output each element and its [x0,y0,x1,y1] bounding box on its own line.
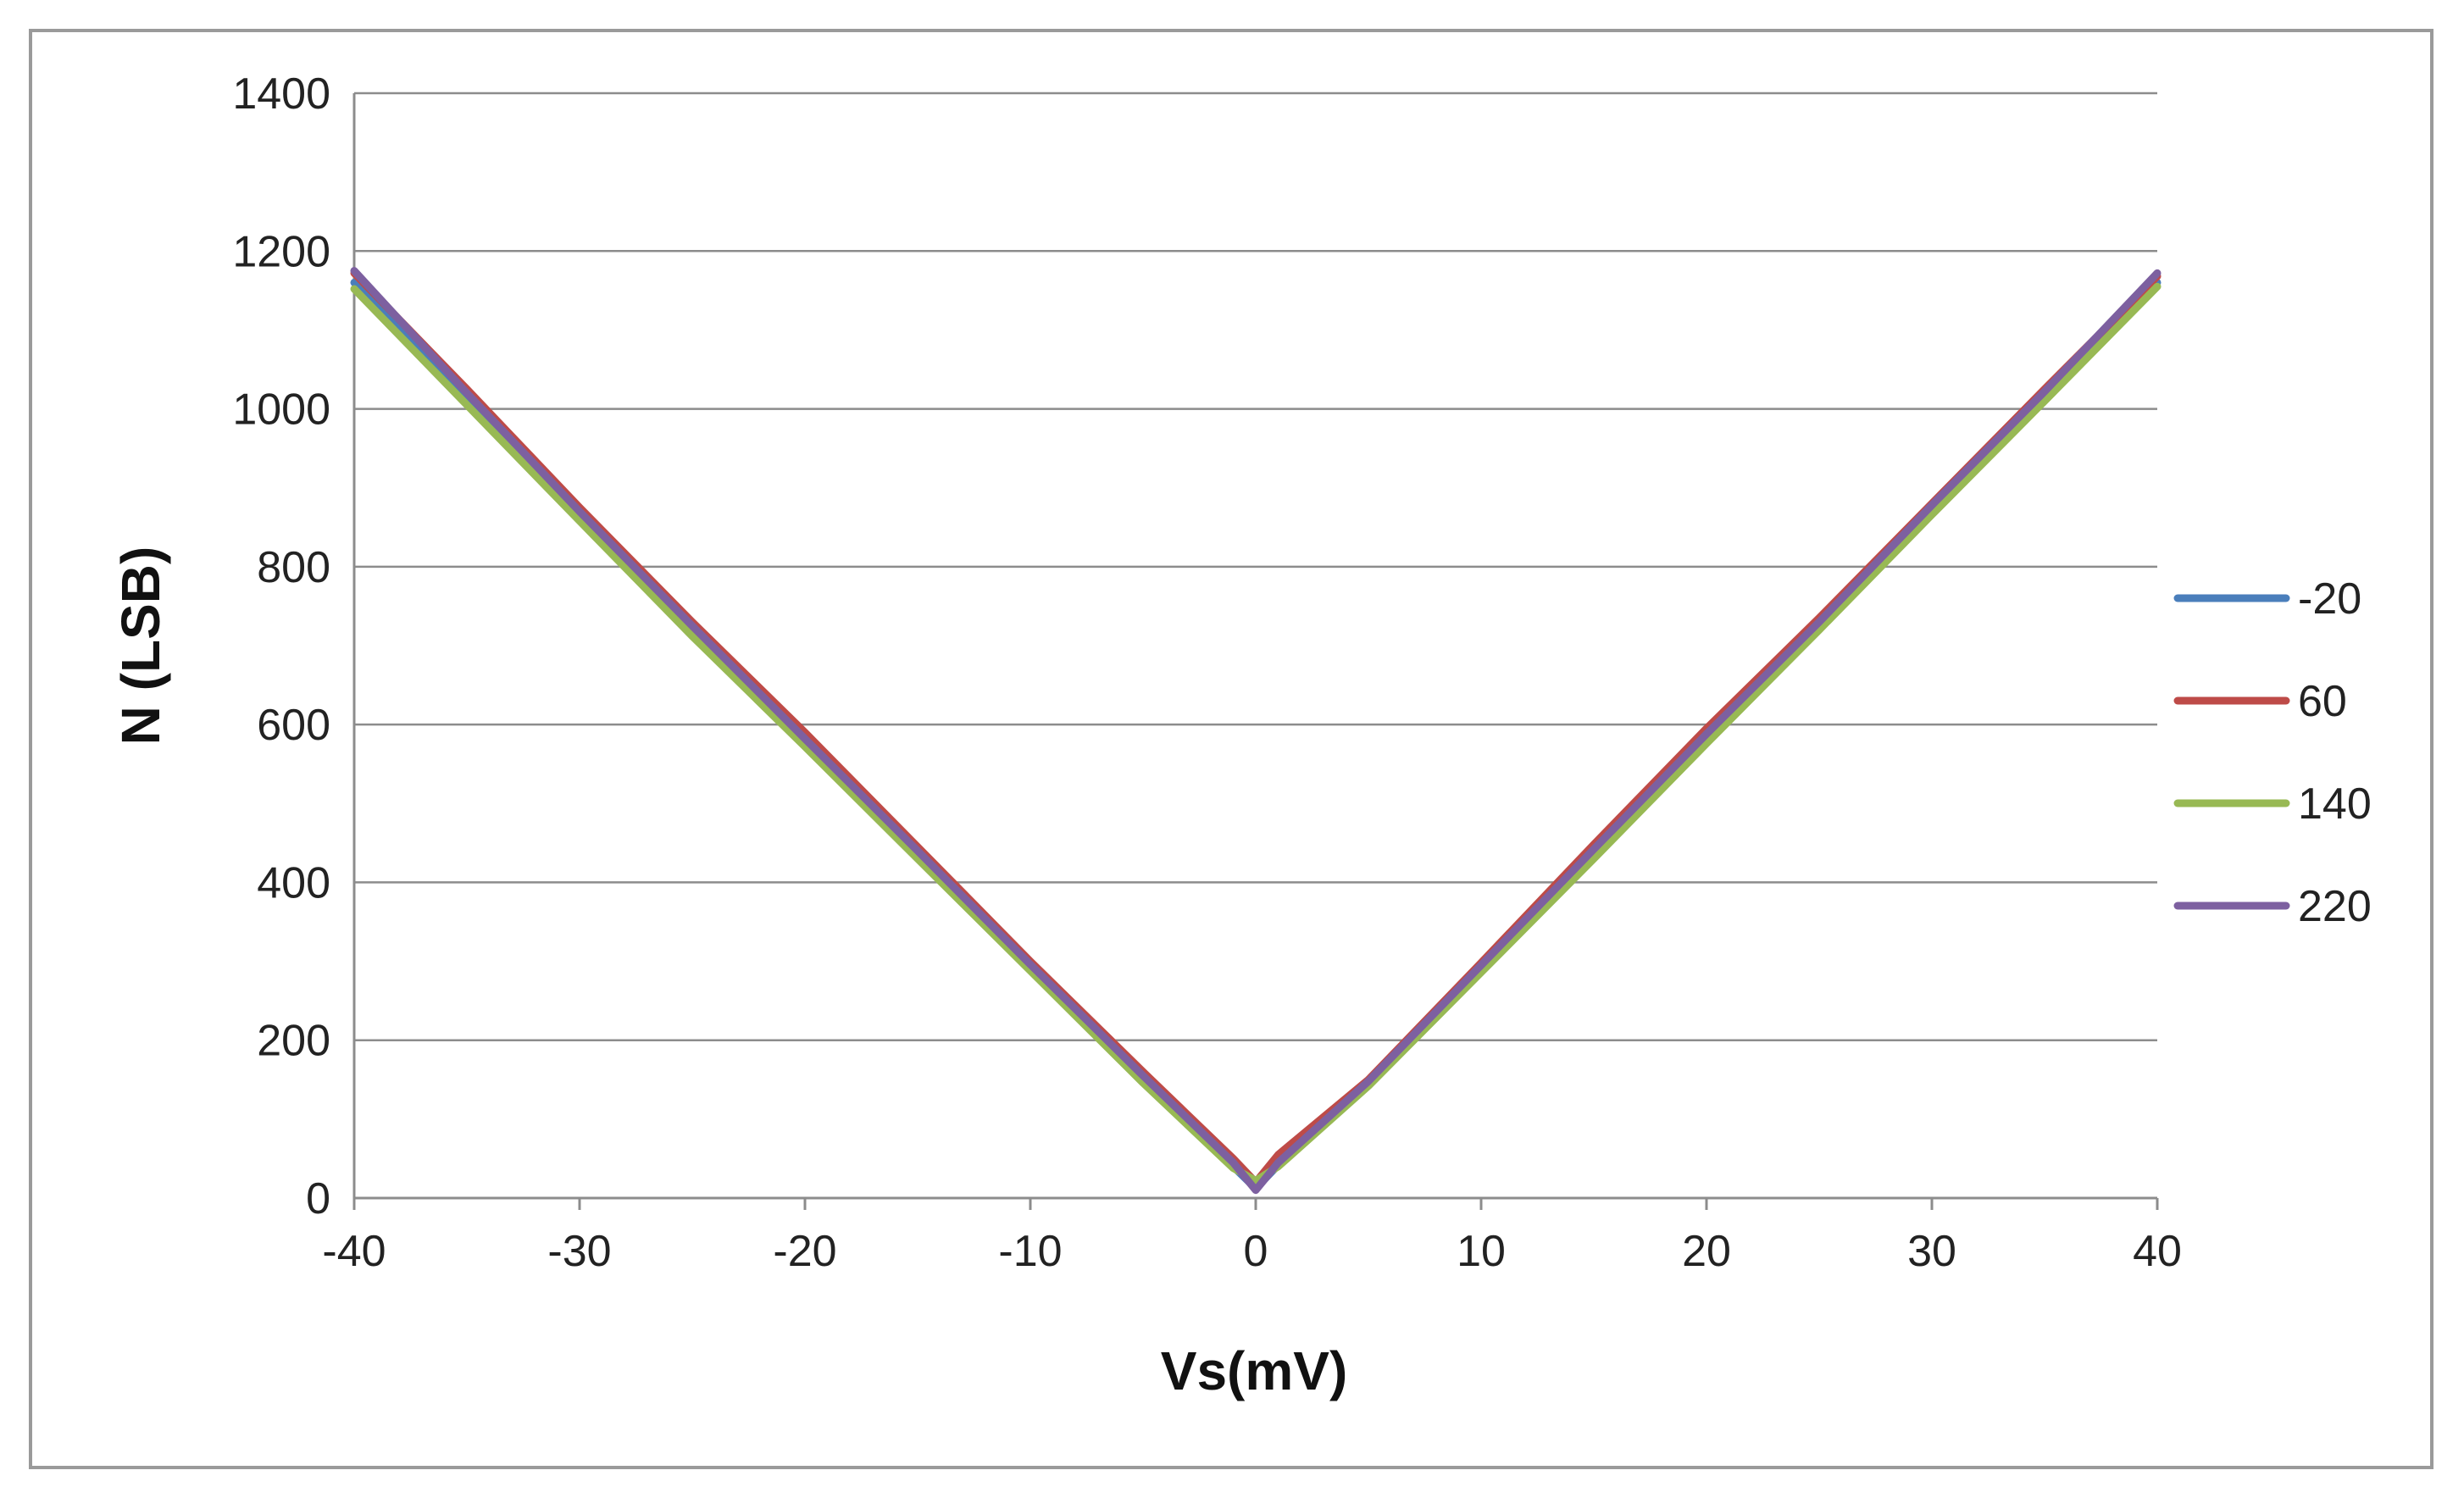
legend-label-0: -20 [2298,574,2361,624]
legend-label-2: 140 [2298,780,2372,829]
y-tick-label: 600 [257,701,330,750]
series-line-2 [350,282,2162,1185]
y-tick-label: 200 [257,1017,330,1066]
x-tick-label: 40 [2133,1227,2182,1276]
x-tick-label: 20 [1682,1227,1731,1276]
y-axis-title: N (LSB) [110,546,171,746]
y-tick-label: 0 [306,1174,330,1223]
axes [352,93,2159,1210]
y-tick-label: 800 [257,543,330,592]
x-tick-label: -20 [773,1227,836,1276]
x-axis-title: Vs(mV) [1161,1340,1348,1401]
y-tick-label: 400 [257,858,330,907]
x-tick-label: -30 [547,1227,611,1276]
x-tick-label: -10 [998,1227,1062,1276]
legend-label-3: 220 [2298,882,2372,931]
x-tick-label: 30 [1907,1227,1956,1276]
legend: -20 60 140 220 [2173,574,2372,931]
y-tick-label: 1200 [232,227,330,276]
y-tick-label: 1000 [232,386,330,435]
tick-labels: 0 200 400 600 800 1000 1200 1400 -40 -30 -20 -10 0 10… [232,69,2182,1276]
series-lines [350,267,2162,1195]
series-line-3 [350,267,2162,1195]
legend-label-1: 60 [2298,677,2347,726]
chart-frame [29,29,2433,1469]
series-line-0 [350,279,2162,1193]
y-tick-label: 1400 [232,69,330,119]
x-tick-label: -40 [322,1227,386,1276]
x-tick-label: 0 [1244,1227,1268,1276]
gridlines [354,92,2157,1200]
x-tick-label: 10 [1457,1227,1506,1276]
